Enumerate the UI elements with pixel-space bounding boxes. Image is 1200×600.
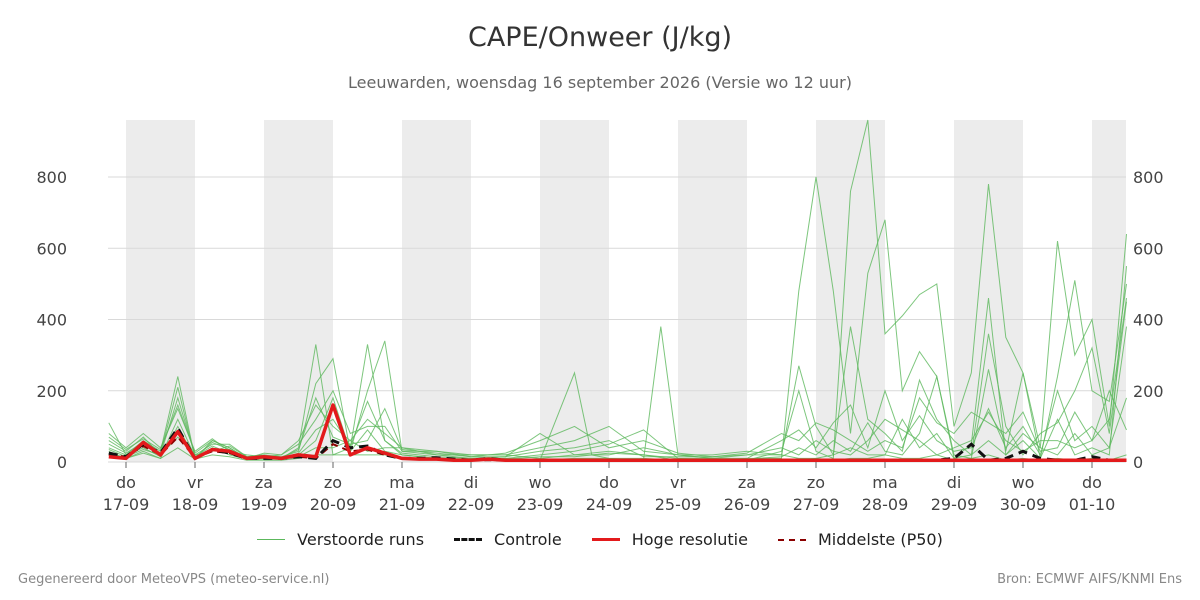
- xtick-date-2: 19-09: [241, 495, 288, 514]
- xtick-date-14: 01-10: [1069, 495, 1116, 514]
- shade-band-2: [402, 120, 471, 462]
- legend-item-control[interactable]: Controle: [454, 530, 562, 549]
- shade-band-3: [540, 120, 609, 462]
- xtick-date-13: 30-09: [1000, 495, 1047, 514]
- ytick-right-600: 600: [1133, 239, 1164, 258]
- ytick-right-0: 0: [1133, 453, 1143, 472]
- series-member-5: [108, 301, 1127, 458]
- xtick-day-14: do: [1082, 473, 1102, 492]
- series-hires-0: [108, 403, 1127, 462]
- xtick-date-10: 27-09: [793, 495, 840, 514]
- ytick-left-600: 600: [36, 239, 67, 258]
- legend-swatch-median: [777, 538, 806, 541]
- ytick-right-200: 200: [1133, 382, 1164, 401]
- xtick-day-10: zo: [807, 473, 825, 492]
- footer-source: Bron: ECMWF AIFS/KNMI Ens: [997, 572, 1182, 587]
- xtick-day-5: di: [464, 473, 479, 492]
- shade-band-7: [1092, 120, 1126, 462]
- legend-item-hires[interactable]: Hoge resolutie: [591, 530, 748, 549]
- chart-subtitle: Leeuwarden, woensdag 16 september 2026 (…: [348, 73, 852, 92]
- xtick-day-7: do: [599, 473, 619, 492]
- legend-label-median: Middelste (P50): [817, 530, 943, 549]
- xtick-date-8: 25-09: [655, 495, 702, 514]
- footer-generated-by: Gegenereerd door MeteoVPS (meteo-service…: [18, 572, 330, 587]
- axes: 0 0 200 200 400 400 600 600 800 800 do 17-09 vr 18-09…: [36, 168, 1163, 514]
- xtick-day-8: vr: [670, 473, 686, 492]
- legend-item-median[interactable]: Middelste (P50): [777, 530, 943, 549]
- xtick-day-0: do: [116, 473, 136, 492]
- weekend-shading: [126, 120, 1126, 462]
- xtick-day-6: wo: [529, 473, 552, 492]
- legend-label-control: Controle: [494, 530, 562, 549]
- legend-swatch-hires: [591, 538, 620, 541]
- legend: Verstoorde runs Controle Hoge resolutie …: [0, 530, 1200, 549]
- xtick-date-12: 29-09: [931, 495, 978, 514]
- shade-band-1: [264, 120, 333, 462]
- xtick-day-3: zo: [324, 473, 342, 492]
- xtick-day-2: za: [255, 473, 273, 492]
- xtick-date-7: 24-09: [586, 495, 633, 514]
- ytick-left-800: 800: [36, 168, 67, 187]
- xtick-day-12: di: [947, 473, 962, 492]
- xtick-day-13: wo: [1012, 473, 1035, 492]
- legend-swatch-members: [257, 539, 286, 540]
- legend-item-members[interactable]: Verstoorde runs: [257, 530, 424, 549]
- ytick-right-800: 800: [1133, 168, 1164, 187]
- xtick-date-9: 26-09: [724, 495, 771, 514]
- xtick-day-4: ma: [389, 473, 414, 492]
- xtick-day-11: ma: [872, 473, 897, 492]
- legend-label-members: Verstoorde runs: [297, 530, 425, 549]
- shade-band-4: [678, 120, 747, 462]
- ytick-left-0: 0: [57, 453, 67, 472]
- xtick-date-1: 18-09: [172, 495, 219, 514]
- series-member-11: [108, 447, 1127, 461]
- xtick-date-11: 28-09: [862, 495, 909, 514]
- shade-band-6: [954, 120, 1023, 462]
- grid-lines: [108, 176, 1126, 463]
- xtick-date-6: 23-09: [517, 495, 564, 514]
- ytick-left-200: 200: [36, 382, 67, 401]
- xtick-date-4: 21-09: [379, 495, 426, 514]
- ytick-left-400: 400: [36, 311, 67, 330]
- xtick-day-1: vr: [187, 473, 203, 492]
- ytick-right-400: 400: [1133, 311, 1164, 330]
- chart-title: CAPE/Onweer (J/kg): [467, 22, 732, 53]
- xtick-day-9: za: [738, 473, 756, 492]
- legend-swatch-control: [454, 538, 483, 541]
- series-lines: [108, 119, 1127, 462]
- xtick-date-0: 17-09: [103, 495, 150, 514]
- shade-band-5: [816, 120, 885, 462]
- xtick-date-5: 22-09: [448, 495, 495, 514]
- xtick-date-3: 20-09: [310, 495, 357, 514]
- legend-label-hires: Hoge resolutie: [631, 530, 748, 549]
